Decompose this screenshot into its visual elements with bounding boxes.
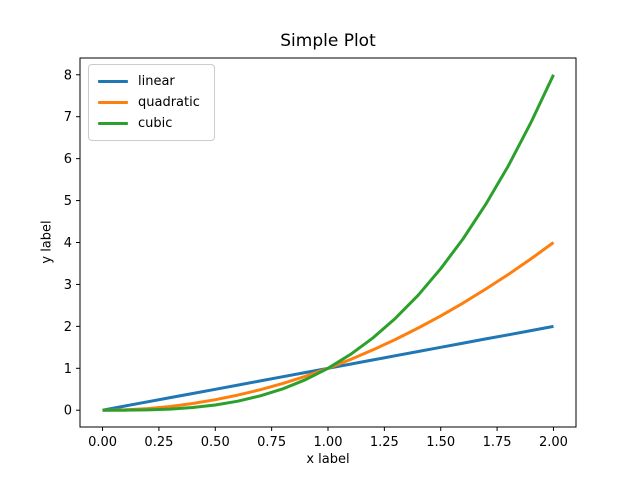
x-axis-label: x label [306,452,350,467]
svg-text:1.75: 1.75 [483,435,512,450]
svg-text:7: 7 [64,110,72,125]
legend-swatch-linear [98,80,128,83]
svg-text:0.75: 0.75 [257,435,286,450]
svg-text:0.50: 0.50 [201,435,230,450]
y-axis-label: y label [39,220,55,264]
legend-item-cubic: cubic [98,113,206,134]
svg-text:1.25: 1.25 [370,435,399,450]
svg-text:1.50: 1.50 [426,435,455,450]
svg-text:8: 8 [64,68,72,83]
svg-text:1: 1 [64,362,72,377]
svg-text:5: 5 [64,194,72,209]
legend-label: cubic [138,116,173,131]
x-axis-ticks: 0.00 0.25 0.50 0.75 1.00 1.25 1.50 1.75 2.00 [88,427,568,450]
svg-text:0: 0 [64,404,72,419]
svg-text:0.25: 0.25 [144,435,173,450]
legend-item-quadratic: quadratic [98,92,206,113]
legend-label: linear [138,74,175,89]
svg-text:4: 4 [64,236,72,251]
series-lines [102,74,555,412]
legend-swatch-quadratic [98,101,128,104]
svg-text:2: 2 [64,320,72,335]
svg-text:2.00: 2.00 [539,435,568,450]
legend-swatch-cubic [98,122,128,125]
y-axis-ticks: 0 1 2 3 4 5 6 7 8 [64,68,80,419]
svg-text:1.00: 1.00 [314,435,343,450]
legend-label: quadratic [138,95,200,110]
svg-text:3: 3 [64,278,72,293]
chart-title: Simple Plot [280,31,376,51]
svg-text:6: 6 [64,152,72,167]
legend-item-linear: linear [98,71,206,92]
svg-text:0.00: 0.00 [88,435,117,450]
axes-frame [79,57,577,428]
legend: linear quadratic cubic [88,64,215,141]
